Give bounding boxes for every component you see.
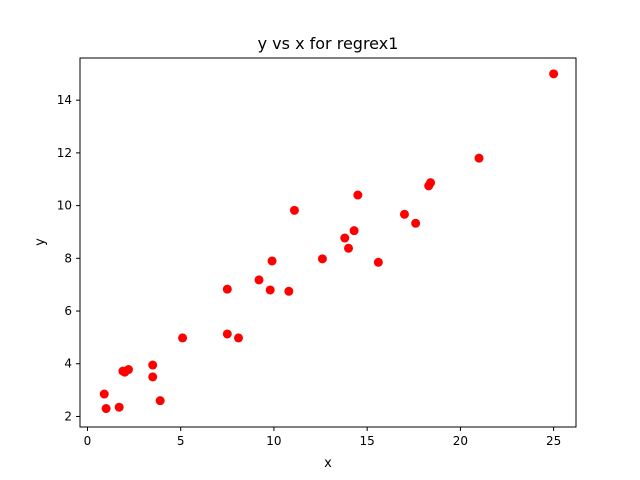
data-point [148, 360, 158, 370]
data-point [474, 153, 484, 163]
data-point [222, 329, 232, 339]
x-axis-label: x [324, 456, 332, 471]
x-tick-label: 0 [84, 434, 92, 448]
chart-title: y vs x for regrex1 [258, 34, 399, 53]
y-tick-label: 6 [64, 304, 72, 318]
data-point [222, 284, 232, 294]
y-tick-label: 12 [57, 146, 72, 160]
data-point [101, 404, 111, 414]
y-tick-label: 10 [57, 199, 72, 213]
y-tick-label: 14 [57, 93, 72, 107]
x-tick-label: 15 [360, 434, 375, 448]
x-tick-label: 10 [266, 434, 281, 448]
data-point [373, 257, 383, 267]
x-tick-label: 5 [177, 434, 185, 448]
data-point [549, 69, 559, 79]
data-points [99, 69, 559, 414]
y-tick-label: 4 [64, 357, 72, 371]
y-axis-label: y [33, 238, 48, 246]
x-tick-label: 20 [453, 434, 468, 448]
data-point [99, 389, 109, 399]
data-point [340, 233, 350, 243]
data-point [289, 205, 299, 215]
data-point [155, 396, 165, 406]
y-tick-label: 8 [64, 251, 72, 265]
data-point [267, 256, 277, 266]
x-tick-label: 25 [546, 434, 561, 448]
data-point [233, 333, 243, 343]
data-point [178, 333, 188, 343]
data-point [114, 402, 124, 412]
plot-frame [79, 57, 577, 428]
data-point [344, 243, 354, 253]
data-point [399, 209, 409, 219]
data-point [411, 218, 421, 228]
data-point [123, 365, 133, 375]
data-point [317, 254, 327, 264]
data-point [353, 190, 363, 200]
data-point [254, 275, 264, 285]
data-point [349, 226, 359, 236]
y-tick-label: 2 [64, 409, 72, 423]
data-point [148, 372, 158, 382]
data-point [265, 285, 275, 295]
data-point [284, 286, 294, 296]
axis-ticks: 0 5 10 15 20 25 2 4 6 8 10 12 14 [57, 93, 562, 448]
data-point [426, 178, 436, 188]
